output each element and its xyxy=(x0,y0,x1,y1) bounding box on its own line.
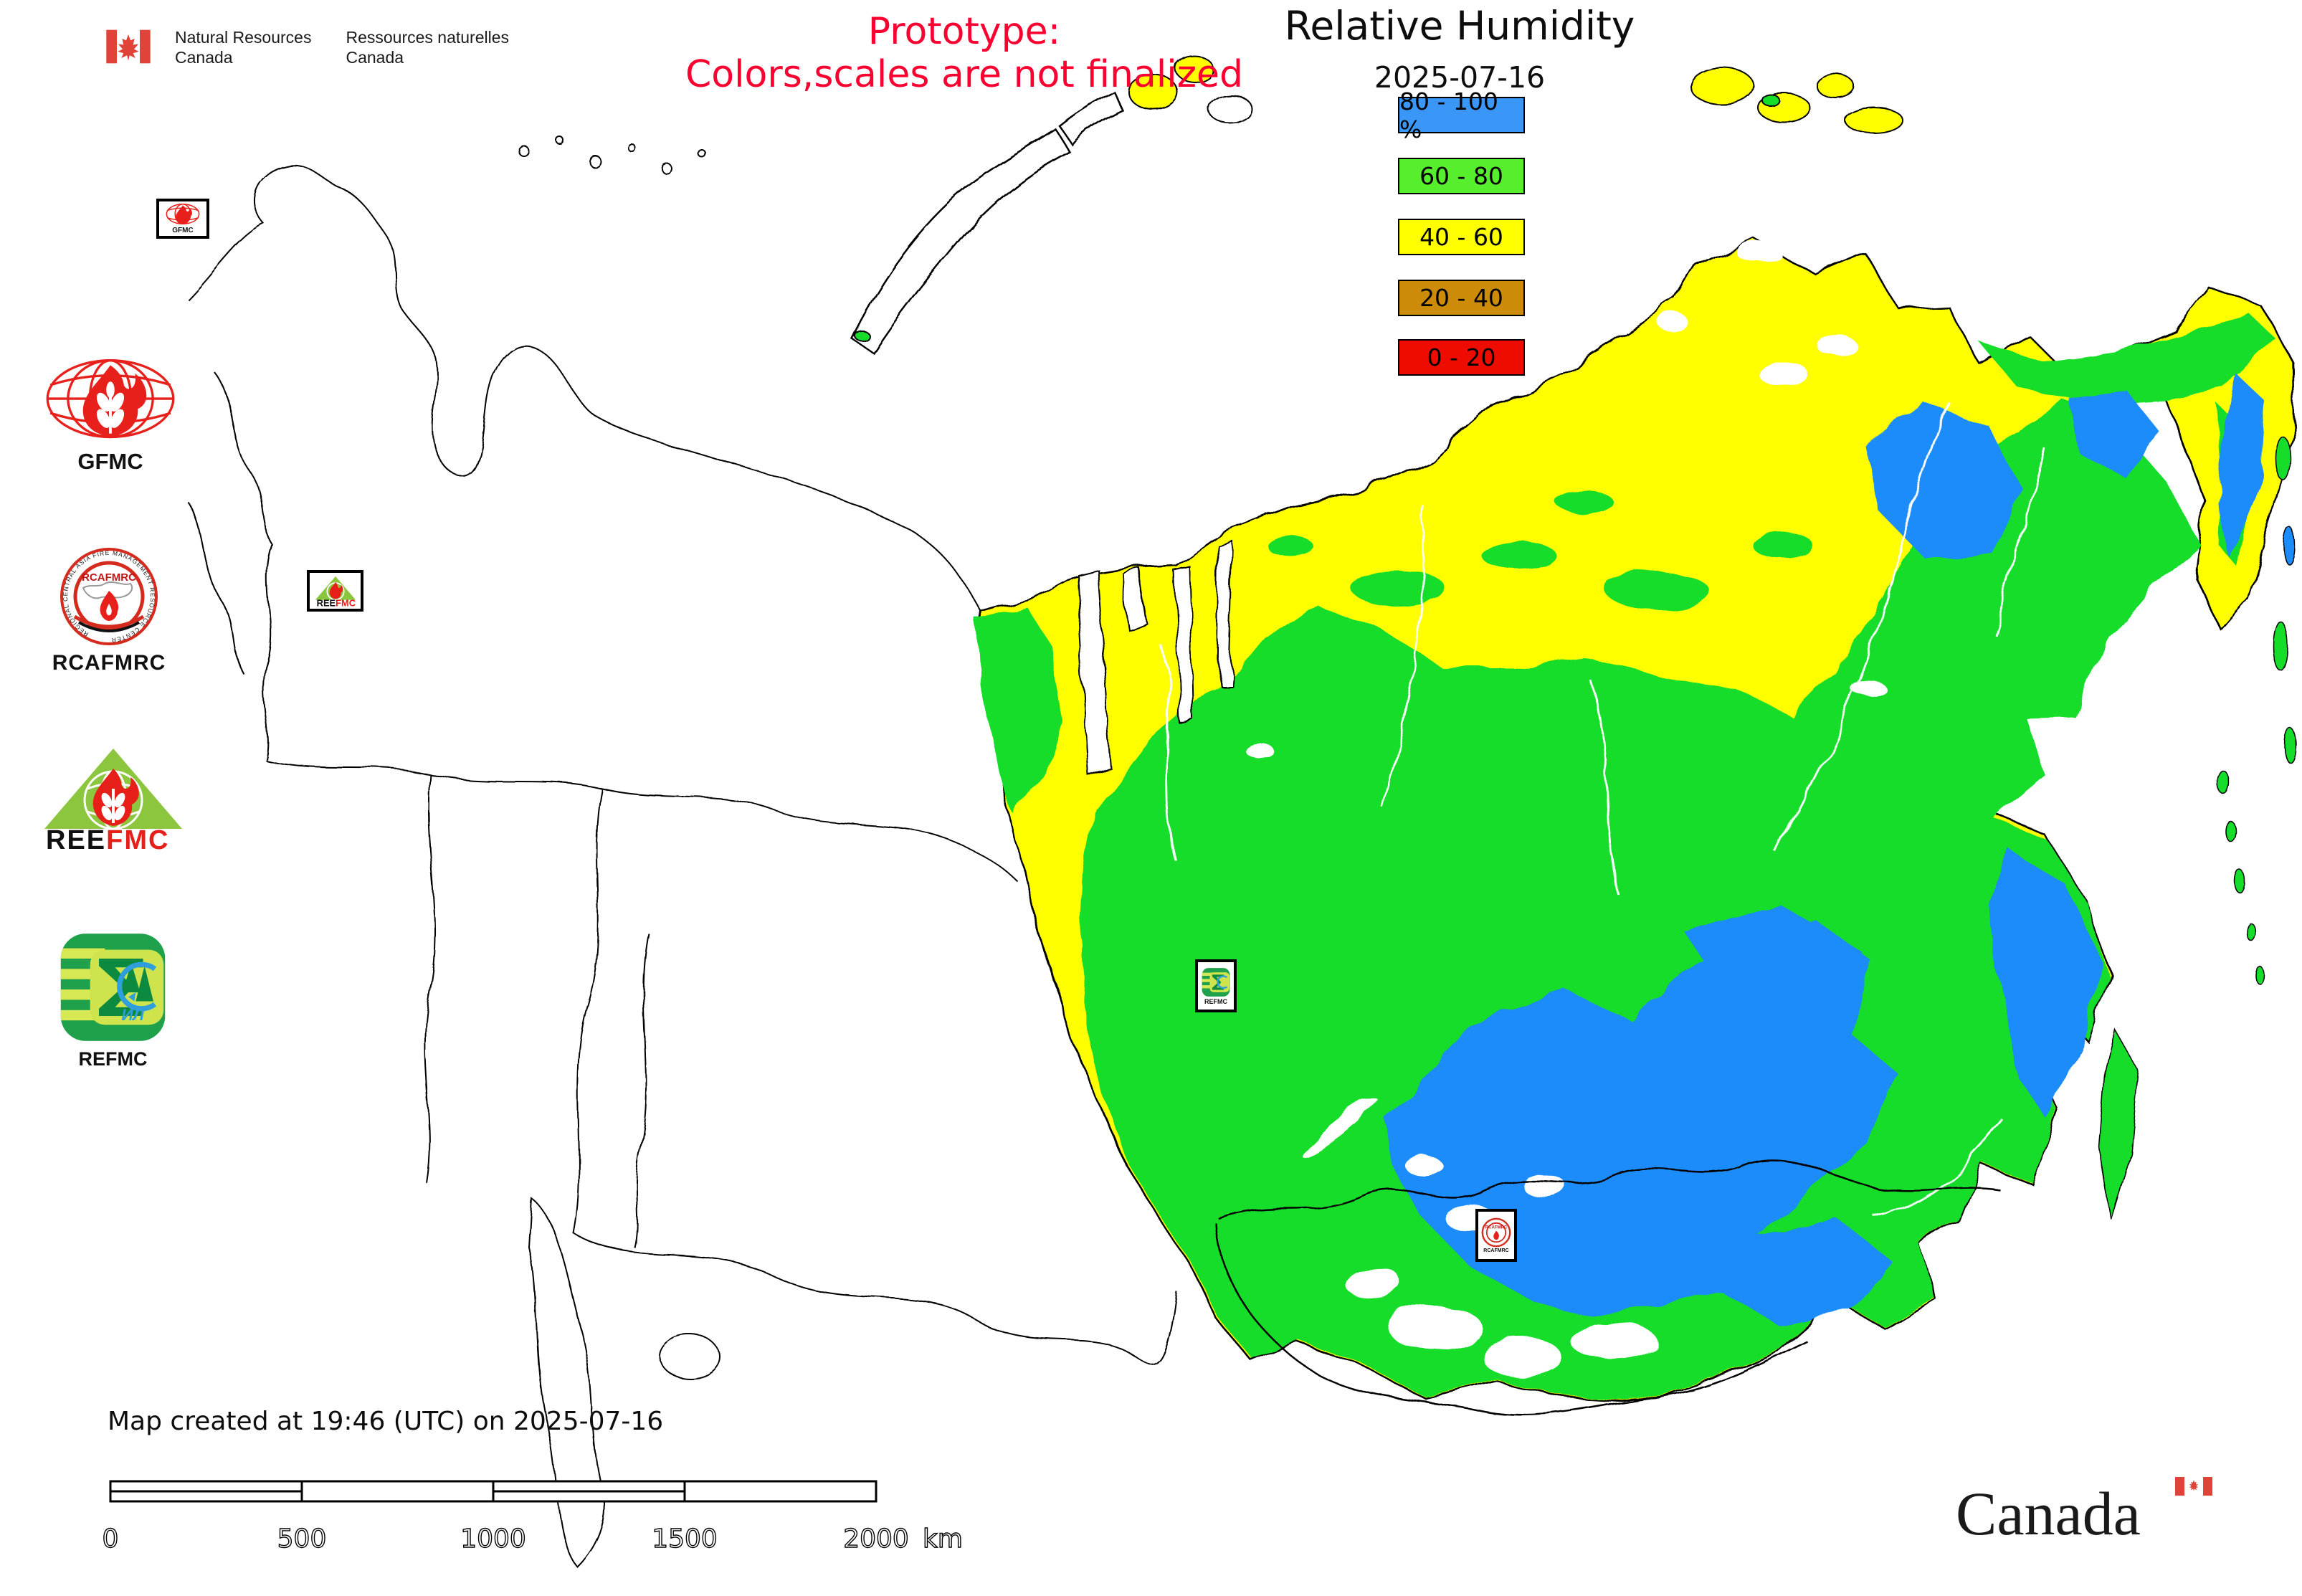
map-marker-reefmc: REEFMC xyxy=(307,570,363,612)
scale-bar: 0 500 1000 1500 2000 km xyxy=(102,1480,964,1554)
rcafmrc-logo-block: REGIONAL CENTRAL ASIA FIRE MANAGEMENT RE… xyxy=(52,546,165,675)
refmc-logo-label: REFMC xyxy=(78,1048,148,1070)
scale-tick-1000: 1000 xyxy=(460,1524,526,1554)
far-east-islands xyxy=(2098,437,2297,1220)
humidity-60-80-areas xyxy=(976,315,2274,1401)
legend-label: 0 - 20 xyxy=(1427,343,1496,371)
map-marker-gfmc-label: GFMC xyxy=(172,227,194,234)
svg-text:REEFMC: REEFMC xyxy=(316,597,355,607)
scale-unit: km xyxy=(923,1524,963,1554)
prototype-warning: Prototype: Colors,scales are not finaliz… xyxy=(649,10,1280,96)
signature-english: Natural Resources Canada xyxy=(175,27,311,67)
cloud-patches xyxy=(1247,242,2098,1375)
nrcan-signature: Natural Resources Canada Ressources natu… xyxy=(106,27,509,67)
legend-label: 40 - 60 xyxy=(1419,223,1503,251)
reefmc-logo-icon: REEFMC xyxy=(44,749,182,852)
canada-flag-icon xyxy=(106,29,151,64)
signature-french: Ressources naturelles Canada xyxy=(346,27,509,67)
gfmc-logo-icon xyxy=(46,359,175,439)
scale-tick-1500: 1500 xyxy=(652,1524,718,1554)
map-marker-rcafmrc-label: RCAFMRC xyxy=(1483,1248,1509,1253)
canada-wordmark: Canada xyxy=(1956,1477,2212,1548)
lake-baikal xyxy=(1301,1097,1377,1157)
novaya-zemlya-islands xyxy=(850,90,1124,354)
refmc-logo-icon: ИЛ xyxy=(60,934,166,1041)
legend-label: 20 - 40 xyxy=(1419,284,1503,312)
svg-text:REEFMC: REEFMC xyxy=(46,825,169,852)
legend-item-40-60: 40 - 60 xyxy=(1398,219,1525,255)
legend-label: 60 - 80 xyxy=(1419,162,1503,190)
arctic-islands xyxy=(854,55,1903,341)
rivers xyxy=(1160,401,2046,1217)
rcafmrc-inner-text: RCAFMRC xyxy=(82,571,136,584)
map-marker-refmc-label: REFMC xyxy=(1204,997,1227,1005)
sakhalin-island xyxy=(2098,1027,2139,1220)
gfmc-logo-label: GFMC xyxy=(77,449,143,474)
signature-en-line1: Natural Resources xyxy=(175,28,312,47)
map-marker-gfmc: GFMC xyxy=(156,199,209,239)
signature-fr-line1: Ressources naturelles xyxy=(346,28,510,47)
rcafmrc-logo-icon: REGIONAL CENTRAL ASIA FIRE MANAGEMENT RE… xyxy=(60,548,158,645)
svg-text:RCAFMRC: RCAFMRC xyxy=(1485,1226,1508,1230)
prototype-line1: Prototype: xyxy=(867,10,1061,53)
rcafmrc-marker-icon: RCAFMRC xyxy=(1481,1217,1511,1248)
legend-item-80-100: 80 - 100 % xyxy=(1398,87,1525,143)
country-borders xyxy=(1214,1158,2001,1417)
scale-tick-0: 0 xyxy=(103,1524,119,1554)
map-created-text: Map created at 19:46 (UTC) on 2025-07-16 xyxy=(108,1407,664,1436)
refmc-marker-icon xyxy=(1202,967,1230,997)
canada-wordmark-text: Canada xyxy=(1956,1479,2141,1548)
reefmc-text-black: REE xyxy=(46,825,106,852)
basemap-outlines xyxy=(187,136,1176,1568)
rcafmrc-logo-label: RCAFMRC xyxy=(52,651,166,675)
map-marker-refmc: REFMC xyxy=(1195,959,1237,1012)
scale-tick-500: 500 xyxy=(277,1524,327,1554)
legend-item-0-20: 0 - 20 xyxy=(1398,339,1525,376)
reefmc-text-red: FMC xyxy=(106,825,169,852)
humidity-data-region xyxy=(976,238,2296,1404)
refmc-logo-block: ИЛ REFMC xyxy=(57,931,168,1070)
legend-item-60-80: 60 - 80 xyxy=(1398,158,1525,194)
signature-en-line2: Canada xyxy=(175,48,233,67)
map-marker-rcafmrc: RCAFMRC RCAFMRC xyxy=(1475,1209,1517,1262)
reefmc-marker-icon: REEFMC xyxy=(315,576,356,607)
scale-tick-2000: 2000 xyxy=(843,1524,909,1554)
prototype-line2: Colors,scales are not finalized xyxy=(685,53,1244,96)
gfmc-logo-block: GFMC xyxy=(42,356,179,475)
map-date: 2025-07-16 xyxy=(1374,60,1546,95)
signature-fr-line2: Canada xyxy=(346,48,404,67)
canada-wordmark-flag-icon xyxy=(2175,1477,2212,1496)
arctic-gulfs xyxy=(1075,541,1235,778)
gfmc-marker-icon xyxy=(166,203,200,225)
legend-item-20-40: 20 - 40 xyxy=(1398,280,1525,316)
map-title: Relative Humidity xyxy=(1284,3,1635,49)
reefmc-logo-block: REEFMC xyxy=(37,744,189,852)
refmc-inner-text: ИЛ xyxy=(121,1006,144,1024)
legend-label: 80 - 100 % xyxy=(1399,87,1498,143)
